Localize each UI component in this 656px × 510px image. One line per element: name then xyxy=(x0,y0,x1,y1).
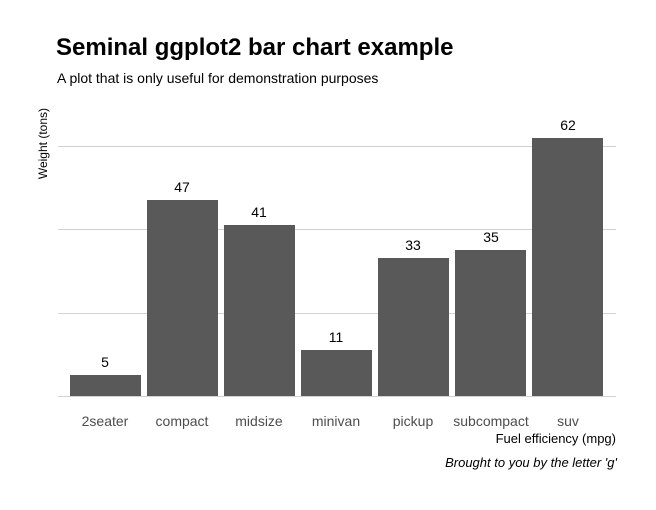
bar-minivan xyxy=(301,350,372,396)
x-axis-title: Fuel efficiency (mpg) xyxy=(495,431,616,446)
chart-subtitle: A plot that is only useful for demonstra… xyxy=(57,70,379,86)
x-tick-label-2seater: 2seater xyxy=(81,413,129,429)
bar-value-label-suv: 62 xyxy=(560,117,576,133)
bar-value-label-minivan: 11 xyxy=(328,329,344,345)
x-tick-label-midsize: midsize xyxy=(235,413,283,429)
y-gridline-0 xyxy=(58,396,616,397)
bar-value-label-subcompact: 35 xyxy=(483,229,499,245)
bar-value-label-compact: 47 xyxy=(174,179,190,195)
x-tick-label-subcompact: subcompact xyxy=(453,413,529,429)
bar-suv xyxy=(532,138,603,396)
chart-title: Seminal ggplot2 bar chart example xyxy=(56,34,454,61)
chart-caption: Brought to you by the letter 'g' xyxy=(445,455,617,470)
bar-midsize xyxy=(224,225,295,396)
x-tick-label-compact: compact xyxy=(155,413,209,429)
bar-value-label-midsize: 41 xyxy=(251,204,267,220)
y-gridline-60 xyxy=(58,146,616,147)
y-gridline-40 xyxy=(58,229,616,230)
x-tick-label-suv: suv xyxy=(557,413,579,429)
bar-compact xyxy=(147,200,218,396)
bar-value-label-2seater: 5 xyxy=(101,354,109,370)
bar-pickup xyxy=(378,258,449,396)
x-tick-label-pickup: pickup xyxy=(392,413,434,429)
bar-2seater xyxy=(70,375,141,396)
bar-value-label-pickup: 33 xyxy=(405,237,421,253)
x-tick-label-minivan: minivan xyxy=(311,413,361,429)
y-gridline-20 xyxy=(58,313,616,314)
bar-subcompact xyxy=(455,250,526,396)
